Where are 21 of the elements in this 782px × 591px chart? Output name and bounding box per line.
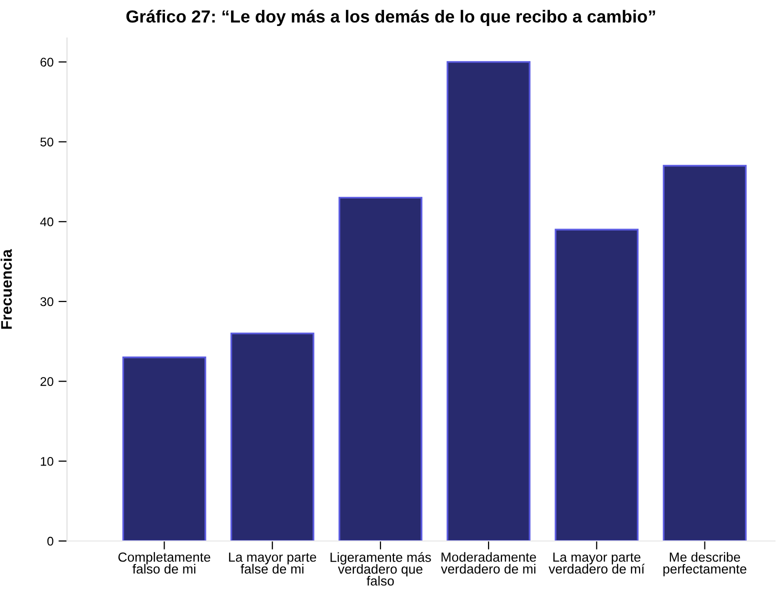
x-tick-label: La mayor parte verdadero de mí xyxy=(548,552,645,574)
bar xyxy=(338,196,422,541)
x-tick-label: Ligeramente más verdadero que falso xyxy=(330,552,431,586)
y-tick-label: 50 xyxy=(40,138,54,146)
chart-title: Gráfico 27: “Le doy más a los demás de lo que recibo a cambio” xyxy=(126,10,656,26)
bar xyxy=(446,61,530,541)
y-tick-label: 0 xyxy=(47,536,54,546)
y-tick-label: 60 xyxy=(40,58,54,67)
y-tick-label: 40 xyxy=(40,217,54,226)
x-tick-label: Completamente falso de mi xyxy=(118,552,210,574)
bar xyxy=(554,228,639,541)
bar xyxy=(662,164,747,541)
x-tick-label: Moderadamente verdadero de mi xyxy=(440,552,536,574)
bar xyxy=(122,356,206,541)
x-tick-label: La mayor parte false de mi xyxy=(229,552,316,574)
y-tick-label: 30 xyxy=(40,297,54,306)
y-axis-title: Frecuencia xyxy=(0,249,12,329)
x-tick-label: Me describe perfectamente xyxy=(663,552,746,576)
bar xyxy=(230,332,314,541)
y-tick-label: 10 xyxy=(40,456,54,466)
y-tick-label: 20 xyxy=(40,377,54,386)
